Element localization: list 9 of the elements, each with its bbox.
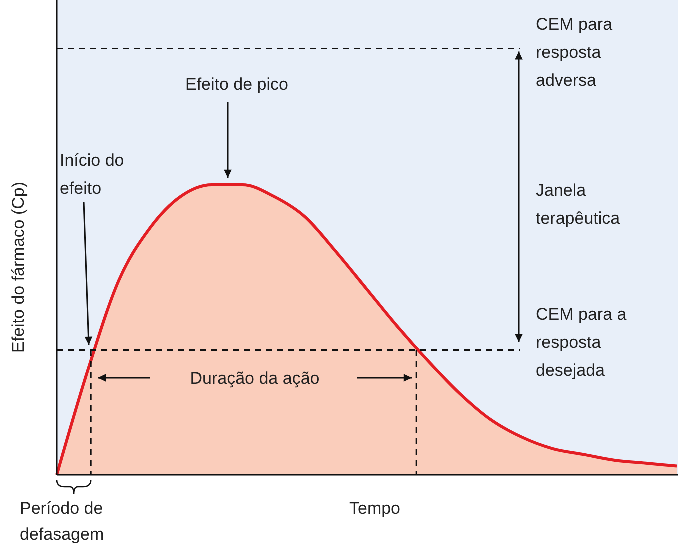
annotation: Duração da ação (190, 369, 320, 388)
annotation: Janela terapêutica (536, 181, 621, 228)
text: Efeito de pico (185, 75, 289, 94)
x-axis-title: Tempo (349, 499, 401, 518)
text: Período de defasagem (20, 499, 104, 544)
y-axis-title: Efeito do fármaco (Cp) (9, 182, 28, 354)
annotation: Início do efeito (60, 151, 124, 198)
ref-line-label: CEM para resposta adversa (536, 15, 614, 90)
ref-line-label: CEM para a resposta desejada (536, 305, 628, 380)
